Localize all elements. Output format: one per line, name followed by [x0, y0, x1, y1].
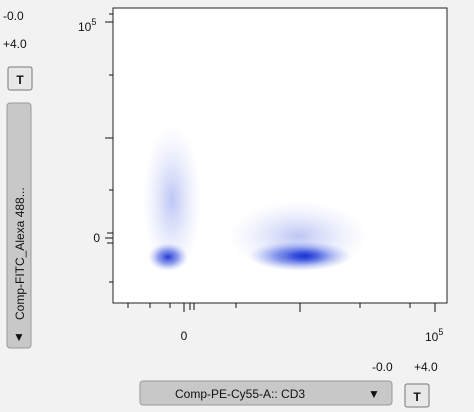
y-tick-label: 0 — [93, 231, 100, 245]
y-range-min: -0.0 — [3, 9, 24, 23]
x-transform-button[interactable]: T — [404, 383, 430, 408]
x-range-min: -0.0 — [372, 360, 393, 374]
button-label: T — [16, 73, 24, 87]
y-menu-arrow: ▼ — [13, 330, 25, 344]
x-parameter-menu[interactable]: Comp-PE-Cy55-A:: CD3 ▼ — [139, 380, 393, 406]
x-axis-label: Comp-PE-Cy55-A:: CD3 — [175, 387, 305, 401]
x-ticks — [127, 303, 436, 312]
y-tick-label: 105 — [78, 17, 96, 34]
y-range-max: +4.0 — [3, 37, 27, 51]
y-axis-label: Comp-FITC_Alexa 488... — [13, 187, 27, 320]
y-transform-button[interactable]: T — [7, 66, 33, 91]
button-label: T — [413, 390, 421, 404]
x-menu-arrow: ▼ — [368, 387, 380, 401]
x-range-max: +4.0 — [414, 360, 438, 374]
y-ticks — [105, 13, 113, 283]
x-tick-label: 0 — [181, 329, 188, 343]
tick-base: 10 — [425, 330, 439, 344]
tick-exp: 5 — [438, 327, 443, 337]
x-tick-label: 105 — [425, 327, 443, 344]
event-density — [142, 125, 368, 275]
tick-base: 10 — [78, 20, 92, 34]
tick-exp: 5 — [91, 17, 96, 27]
y-parameter-menu[interactable]: Comp-FITC_Alexa 488... ▼ — [6, 102, 32, 349]
